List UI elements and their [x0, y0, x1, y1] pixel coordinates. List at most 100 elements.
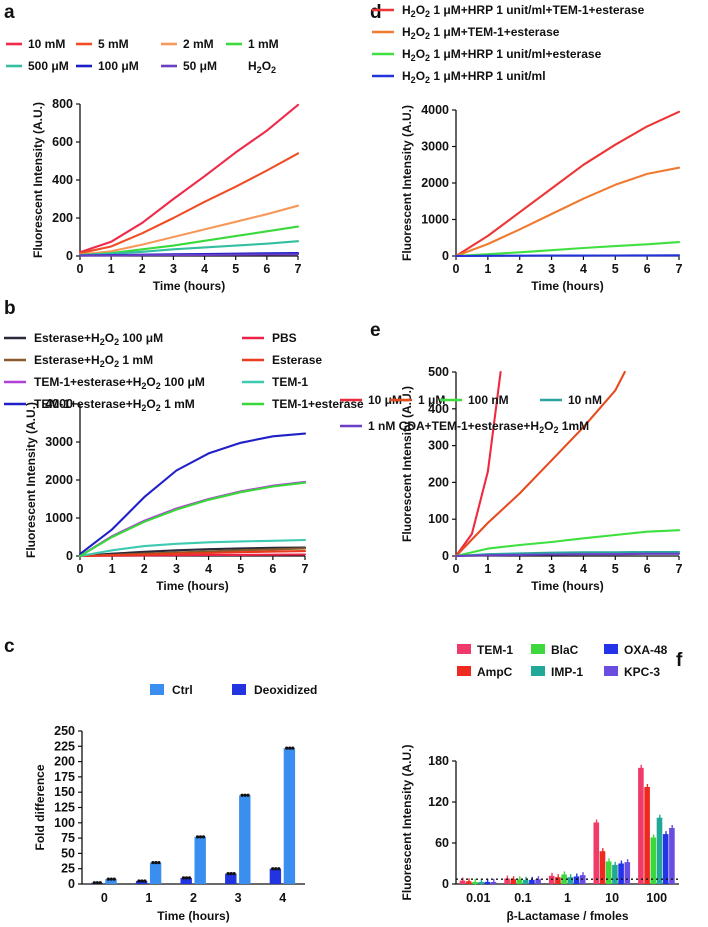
- x-tick-label: 4: [201, 262, 208, 276]
- y-tick-label: 2000: [45, 473, 73, 487]
- data-dot: [151, 860, 155, 865]
- x-tick-label: 3: [548, 562, 555, 576]
- x-tick-label: 1: [108, 262, 115, 276]
- data-dot: [285, 746, 289, 750]
- x-tick-label: 6: [644, 562, 651, 576]
- y-axis-label: Fluorescent Intensity (A.U.): [24, 402, 38, 558]
- y-tick-label: 3000: [45, 435, 73, 449]
- legend-swatch: [457, 644, 471, 654]
- legend-label: 10 nM: [568, 393, 602, 407]
- series-line-3: [454, 550, 681, 558]
- legend-label: IMP-1: [551, 665, 583, 679]
- legend-label: KPC-3: [624, 665, 660, 679]
- y-tick-label: 400: [52, 173, 73, 187]
- y-tick-label: 200: [428, 475, 449, 489]
- series-line-1: [454, 166, 681, 258]
- data-dot: [271, 867, 275, 871]
- y-axis-label: Fluorescent Intensity (A.U.): [400, 386, 414, 542]
- y-tick-label: 400: [428, 402, 449, 416]
- axes: [79, 404, 305, 557]
- x-tick-label: 6: [644, 262, 651, 276]
- data-dot: [92, 881, 96, 885]
- panel-b: b 0 1000 2000 3000 4000 Fluorescent Intensity …: [4, 298, 364, 593]
- legend-label: 50 μM: [183, 59, 217, 73]
- bar: [638, 767, 644, 884]
- bar: [656, 817, 663, 884]
- legend-label: TEM-1: [272, 375, 308, 389]
- y-tick-label: 4000: [45, 397, 73, 411]
- y-tick-label: 120: [428, 795, 449, 809]
- data-dot: [232, 871, 236, 876]
- legend-label: TEM-1+esterase+H2O2​ 1 mM: [34, 397, 195, 413]
- data-dot: [291, 746, 295, 750]
- x-tick-label: 7: [676, 562, 683, 576]
- x-tick-label: 7: [676, 262, 683, 276]
- data-dot: [143, 879, 147, 883]
- data-dot: [112, 877, 116, 881]
- y-axis-label: Fluorescent Intensity (A.U.): [31, 102, 45, 258]
- y-tick-label: 100: [428, 512, 449, 526]
- x-tick-label: 0: [77, 562, 84, 576]
- bar: [105, 879, 117, 884]
- y-tick-label: 4000: [421, 103, 449, 117]
- data-dot: [137, 879, 141, 883]
- y-tick-label: 0: [66, 549, 73, 563]
- series-line-0: [454, 110, 681, 258]
- data-dot: [140, 879, 144, 883]
- legend-suffix: H2O2​: [248, 59, 276, 75]
- panel-a: a 0 200 400 600 800 Fluorescent Intensity (A.U…: [4, 2, 302, 293]
- series-line-2: [78, 480, 307, 558]
- panel-label: e: [370, 320, 381, 341]
- bar: [599, 851, 606, 884]
- x-tick-label: 10: [605, 891, 619, 905]
- data-dot: [109, 877, 113, 881]
- legend-label: PBS: [272, 331, 297, 345]
- legend-swatch: [457, 666, 471, 676]
- panel-label: a: [4, 2, 15, 23]
- x-axis-label: β-Lactamase / fmoles: [506, 909, 628, 923]
- data-dot: [198, 835, 203, 839]
- y-tick-label: 100: [54, 816, 75, 830]
- y-tick-label: 2000: [421, 176, 449, 190]
- x-tick-label: 7: [295, 262, 302, 276]
- data-dot: [288, 746, 292, 750]
- legend-label: 2 mM: [183, 37, 214, 51]
- series-line-2: [454, 241, 681, 258]
- series-line-3: [78, 432, 307, 556]
- y-tick-label: 0: [442, 549, 449, 563]
- bar: [149, 862, 162, 884]
- y-tick-label: 75: [61, 831, 75, 845]
- panel-label: c: [4, 636, 15, 657]
- x-tick-label: 4: [580, 262, 587, 276]
- bar: [593, 822, 600, 884]
- legend-swatch: [531, 666, 545, 676]
- series-line-1: [454, 370, 626, 558]
- bar: [225, 873, 237, 884]
- x-axis-label: Time (hours): [156, 579, 228, 593]
- y-tick-label: 0: [66, 249, 73, 263]
- data-dot: [277, 867, 281, 871]
- panel-label: b: [4, 298, 16, 319]
- bar: [662, 834, 669, 884]
- bar: [650, 837, 657, 884]
- bar: [669, 827, 675, 884]
- x-tick-label: 1: [564, 891, 571, 905]
- y-tick-label: 175: [54, 770, 75, 784]
- x-tick-label: 3: [548, 262, 555, 276]
- data-dot: [195, 835, 200, 839]
- data-dot: [157, 860, 161, 865]
- y-tick-label: 60: [435, 836, 449, 850]
- y-tick-label: 800: [52, 97, 73, 111]
- x-tick-label: 3: [235, 891, 242, 905]
- data-dot: [95, 881, 99, 885]
- legend-label: 1 μM: [418, 393, 445, 407]
- series-line-6: [78, 538, 307, 558]
- data-dot: [246, 793, 250, 797]
- panel-f: f 0 60 120 180 Fluorescent Intensity (A.U.) 0.…: [400, 643, 683, 923]
- x-tick-label: 0: [101, 891, 108, 905]
- data-dot: [154, 860, 158, 865]
- series-line-2: [454, 529, 681, 558]
- legend-label: 10 mM: [28, 37, 65, 51]
- y-tick-label: 0: [68, 877, 75, 891]
